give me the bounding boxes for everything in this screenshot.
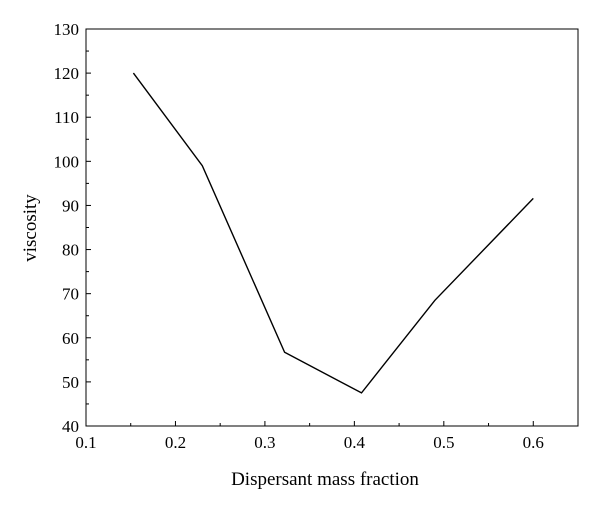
x-axis-ticks: 0.1 0.2 0.3 0.4 0.5 0.6 — [75, 421, 579, 452]
y-tick-label: 50 — [62, 373, 79, 392]
x-tick-label: 0.3 — [254, 433, 275, 452]
y-axis-label: viscosity — [20, 194, 41, 262]
series-line — [132, 72, 534, 394]
y-tick-label: 130 — [54, 20, 80, 39]
x-tick-label: 0.2 — [165, 433, 186, 452]
y-tick-label: 80 — [62, 241, 79, 260]
x-tick-label: 0.5 — [433, 433, 454, 452]
y-axis-ticks: 40 50 60 70 80 90 100 110 120 130 — [54, 20, 91, 436]
y-tick-label: 60 — [62, 329, 79, 348]
y-tick-label: 90 — [62, 196, 79, 215]
y-tick-label: 40 — [62, 417, 79, 436]
plot-frame — [85, 28, 579, 427]
x-tick-label: 0.4 — [344, 433, 366, 452]
x-axis-label: Dispersant mass fraction — [231, 469, 419, 490]
x-tick-label: 0.6 — [523, 433, 544, 452]
y-tick-label: 70 — [62, 285, 79, 304]
y-tick-label: 100 — [54, 152, 80, 171]
y-tick-label: 120 — [54, 64, 80, 83]
x-tick-label: 0.1 — [75, 433, 96, 452]
series-layer — [132, 72, 534, 394]
y-tick-label: 110 — [54, 108, 79, 127]
